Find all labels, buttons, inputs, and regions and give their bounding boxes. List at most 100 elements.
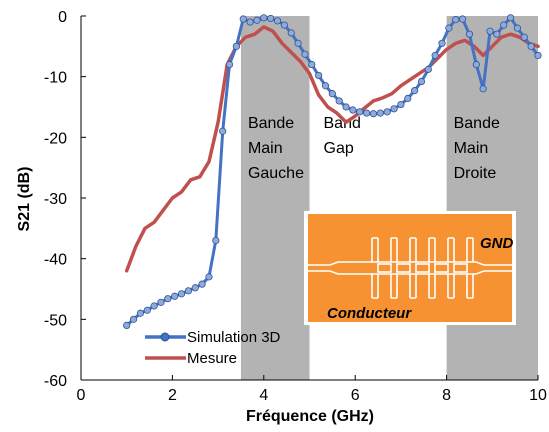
series-0-point-1 bbox=[129, 315, 138, 323]
inset-cap-4 bbox=[453, 263, 468, 273]
inset-gnd-label: GND bbox=[480, 235, 514, 252]
inset-stub-bottom-4 bbox=[447, 274, 455, 299]
inset-cap-2 bbox=[415, 263, 430, 273]
shaded-bands bbox=[240, 16, 538, 380]
series-0-point-3 bbox=[143, 306, 151, 314]
x-tick-label-2: 4 bbox=[259, 387, 268, 404]
series-0-point-39 bbox=[390, 105, 398, 113]
series-0-point-57 bbox=[513, 24, 522, 32]
series-0-point-60 bbox=[534, 51, 542, 60]
series-0-point-53 bbox=[486, 27, 494, 35]
band-label-1-1: Gap bbox=[324, 140, 354, 157]
series-0-point-43 bbox=[417, 77, 426, 86]
series-0-point-46 bbox=[438, 39, 446, 47]
series-0-point-6 bbox=[164, 295, 172, 303]
inset-line-top bbox=[308, 261, 512, 266]
series-0-point-42 bbox=[411, 87, 419, 95]
axes: 0 2 4 6 8 10 0 -10 -20 -30 -40 -50 -60 bbox=[44, 9, 547, 404]
inset-conducteur-label: Conducteur bbox=[327, 305, 412, 322]
series-0-point-51 bbox=[472, 60, 480, 69]
y-tick-label-6: -60 bbox=[44, 373, 67, 390]
series-0-point-0 bbox=[123, 321, 131, 329]
series-0-point-56 bbox=[506, 14, 515, 22]
legend-label-1: Mesure bbox=[187, 350, 237, 367]
series-0-point-32 bbox=[342, 103, 350, 111]
x-tick-label-1: 2 bbox=[168, 387, 177, 404]
series-0-point-7 bbox=[171, 292, 179, 300]
series-0-point-30 bbox=[328, 90, 336, 98]
x-tick-label-4: 8 bbox=[442, 387, 451, 404]
series-0-point-35 bbox=[363, 109, 371, 117]
inset-line-bottom bbox=[308, 270, 512, 275]
series-0-point-26 bbox=[301, 50, 309, 58]
series-0-point-27 bbox=[308, 60, 316, 69]
series-0-point-18 bbox=[246, 18, 254, 26]
inset-stub-bottom-1 bbox=[390, 274, 398, 299]
series-0-point-16 bbox=[232, 42, 240, 50]
series-0-point-38 bbox=[383, 108, 391, 116]
x-axis-title: Fréquence (GHz) bbox=[246, 408, 374, 425]
inset-cap-1 bbox=[396, 263, 411, 273]
series-0-point-45 bbox=[431, 51, 439, 60]
series-0-point-59 bbox=[527, 42, 535, 50]
series-0-point-15 bbox=[225, 60, 234, 69]
series-0-point-2 bbox=[136, 309, 145, 317]
series-0-point-8 bbox=[177, 290, 186, 298]
band-label-2-1: Main bbox=[454, 140, 489, 157]
series-0-point-19 bbox=[253, 16, 261, 24]
series-0-point-13 bbox=[212, 236, 220, 245]
inset-stub-bottom-5 bbox=[466, 274, 474, 299]
series-0-point-29 bbox=[321, 82, 330, 90]
band-label-0-1: Main bbox=[248, 140, 283, 157]
series-0-point-58 bbox=[520, 33, 528, 41]
legend-marker-0 bbox=[160, 332, 170, 342]
series-0-point-54 bbox=[493, 30, 501, 38]
series-0-point-47 bbox=[445, 24, 453, 32]
y-tick-label-1: -10 bbox=[44, 70, 67, 87]
series-0-point-41 bbox=[404, 94, 412, 103]
series-0-point-10 bbox=[191, 284, 199, 292]
y-tick-label-4: -40 bbox=[44, 252, 67, 269]
series-0-point-31 bbox=[335, 97, 343, 105]
series-0-point-5 bbox=[157, 298, 165, 306]
series-0-point-11 bbox=[198, 280, 206, 288]
series-0-point-37 bbox=[376, 109, 384, 117]
inset-transmission-line bbox=[308, 237, 512, 299]
inset-stub-bottom-0 bbox=[371, 274, 379, 299]
series-0-point-49 bbox=[458, 15, 467, 23]
series-0-point-25 bbox=[294, 39, 302, 47]
band-label-2-2: Droite bbox=[454, 165, 497, 182]
band-label-0-0: Bande bbox=[248, 115, 294, 132]
band-2 bbox=[446, 16, 538, 380]
inset-stub-top-2 bbox=[409, 237, 417, 262]
x-tick-label-3: 6 bbox=[351, 387, 360, 404]
inset-stub-top-3 bbox=[428, 237, 436, 262]
y-axis-title: S21 (dB) bbox=[16, 167, 33, 232]
series-0-point-40 bbox=[397, 100, 405, 109]
y-tick-label-2: -20 bbox=[44, 130, 67, 147]
inset-stub-bottom-2 bbox=[409, 274, 417, 299]
inset-stub-top-0 bbox=[371, 237, 379, 262]
series-0-point-9 bbox=[184, 287, 192, 295]
series-0-point-55 bbox=[500, 21, 508, 29]
series-0-point-24 bbox=[287, 29, 295, 37]
series-0-point-48 bbox=[452, 16, 460, 24]
band-label-0-2: Gauche bbox=[248, 165, 304, 182]
legend: Simulation 3D Mesure bbox=[145, 329, 281, 367]
series-0-point-4 bbox=[150, 302, 158, 310]
inset-stub-top-4 bbox=[447, 237, 455, 262]
circuit-inset: GND Conducteur bbox=[304, 211, 516, 325]
series-0-point-28 bbox=[315, 71, 323, 80]
inset-stub-top-5 bbox=[466, 237, 474, 262]
series-0-point-23 bbox=[280, 21, 288, 29]
series-0-point-17 bbox=[239, 15, 247, 23]
series-0-point-34 bbox=[356, 108, 364, 116]
series-0-point-21 bbox=[267, 14, 275, 23]
inset-cap-3 bbox=[434, 263, 449, 273]
series-0-point-22 bbox=[273, 17, 282, 25]
series-0-point-33 bbox=[349, 106, 357, 114]
series-0-point-52 bbox=[479, 85, 487, 93]
inset-stub-bottom-3 bbox=[428, 274, 436, 299]
